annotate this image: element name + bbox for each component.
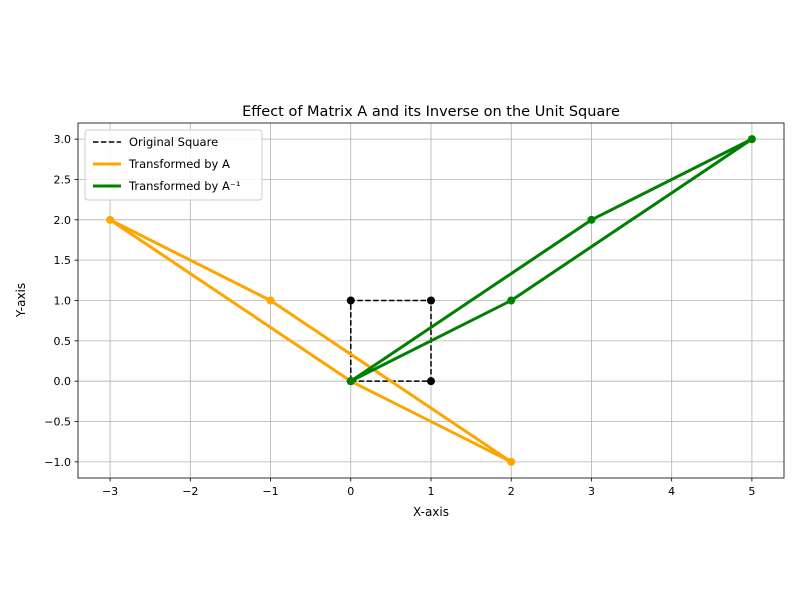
series-point-1 bbox=[106, 215, 115, 224]
x-axis-label: X-axis bbox=[413, 505, 449, 519]
y-tick-label: 0.5 bbox=[54, 335, 72, 348]
series-point-2 bbox=[587, 215, 596, 224]
x-tick-label: 4 bbox=[668, 485, 675, 498]
legend-box bbox=[84, 129, 263, 201]
x-tick-label: 1 bbox=[428, 485, 435, 498]
series-point-2 bbox=[507, 296, 516, 305]
x-tick-label: −2 bbox=[182, 485, 198, 498]
legend: Original Square Transformed by A Transform… bbox=[84, 129, 263, 201]
series-point-0 bbox=[427, 377, 435, 386]
series-point-0 bbox=[346, 296, 355, 305]
legend-label: Transformed by A⁻¹ bbox=[128, 179, 241, 193]
y-tick-label: 0.0 bbox=[54, 375, 72, 388]
series-point-1 bbox=[507, 457, 516, 466]
x-tick-label: −1 bbox=[262, 485, 278, 498]
series-point-2 bbox=[346, 377, 355, 386]
legend-label: Transformed by A bbox=[128, 157, 230, 171]
y-tick-label: −0.5 bbox=[44, 416, 71, 429]
x-tick-label: 0 bbox=[347, 485, 354, 498]
x-tick-label: 2 bbox=[508, 485, 515, 498]
y-axis-label: Y-axis bbox=[14, 283, 28, 318]
series-point-2 bbox=[747, 135, 756, 144]
y-tick-label: −1.0 bbox=[44, 456, 71, 469]
series-layer bbox=[106, 135, 756, 466]
series-point-1 bbox=[266, 296, 275, 305]
y-tick-label: 2.5 bbox=[54, 173, 72, 186]
axes-layer: −3 −2 −1 0 1 2 3 4 5 −1.0 −0.5 0.0 0.5 1.0 1.5 2.0 2.5 3.… bbox=[44, 122, 785, 498]
series-point-0 bbox=[427, 296, 435, 305]
legend-label: Original Square bbox=[129, 135, 218, 149]
y-tick-label: 2.0 bbox=[54, 214, 72, 227]
y-tick-label: 1.5 bbox=[54, 254, 72, 267]
x-tick-label: 5 bbox=[748, 485, 755, 498]
y-tick-label: 3.0 bbox=[54, 133, 72, 146]
x-tick-label: −3 bbox=[102, 485, 118, 498]
y-tick-label: 1.0 bbox=[54, 295, 72, 308]
chart-title: Effect of Matrix A and its Inverse on th… bbox=[242, 104, 620, 120]
x-tick-label: 3 bbox=[588, 485, 595, 498]
